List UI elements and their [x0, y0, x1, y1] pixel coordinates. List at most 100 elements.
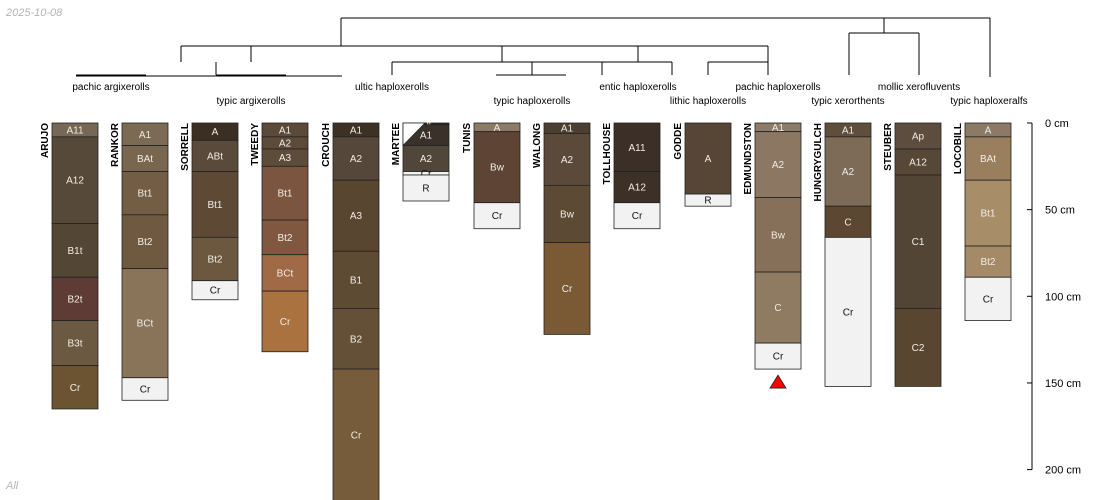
horizon-block: [51, 365, 99, 410]
horizon-label: Bt1: [277, 189, 292, 200]
horizon-block: [402, 145, 450, 172]
taxon-label: entic haploxerolls: [599, 82, 676, 93]
profile-name: MARTEE: [391, 123, 402, 166]
horizon-label: B2t: [67, 294, 82, 305]
horizon-label: Cr: [773, 352, 784, 363]
horizon-block: [191, 280, 239, 301]
horizon-label: BAt: [137, 154, 153, 165]
taxon-label: pachic argixerolls: [72, 82, 149, 93]
horizon-label: Bw: [490, 163, 505, 174]
horizon-label: A: [985, 125, 992, 136]
horizon-block: [754, 271, 802, 344]
horizon-block: [402, 174, 450, 202]
profile-name: WALONG: [532, 123, 543, 168]
profile-name: TUNIS: [462, 123, 473, 153]
horizon-label: A2: [561, 155, 574, 166]
horizon-label: A1: [842, 125, 855, 136]
profile-name: TWEEDY: [250, 123, 261, 166]
horizon-label: Bt1: [207, 200, 222, 211]
horizon-block: [51, 320, 99, 367]
horizon-block: [543, 132, 591, 186]
horizon-block: [261, 219, 309, 256]
horizon-label: Bt2: [207, 255, 222, 266]
horizon-block: [261, 165, 309, 221]
footer-tag: All: [6, 480, 19, 492]
horizon-label: Cr: [351, 430, 362, 441]
horizon-label: A12: [66, 176, 84, 187]
horizon-label: BCt: [137, 319, 154, 330]
horizon-label: B3t: [67, 339, 82, 350]
horizon-label: A1: [279, 125, 292, 136]
horizon-label: A1: [561, 124, 574, 135]
taxon-label: typic haploxerolls: [494, 96, 571, 107]
horizon-label: R: [422, 183, 429, 194]
profile-name: TOLLHOUSE: [602, 123, 613, 185]
taxon-label: ultic haploxerolls: [355, 82, 429, 93]
horizon-label: A11: [66, 125, 83, 136]
horizon-block: [543, 242, 591, 335]
taxon-label: typic xerorthents: [811, 96, 884, 107]
horizon-label: Cr: [983, 294, 994, 305]
horizon-label: A3: [279, 153, 292, 164]
horizon-label: A1: [772, 123, 785, 134]
horizon-label: Bt2: [137, 237, 152, 248]
horizon-label: Cr: [421, 169, 432, 180]
horizon-label: A: [212, 127, 219, 138]
profile-name: LOCOBILL: [953, 123, 964, 174]
taxon-label: typic argixerolls: [217, 96, 286, 107]
horizon-block: [191, 236, 239, 282]
horizon-block: [824, 136, 872, 207]
horizon-label: BAt: [980, 154, 996, 165]
horizon-label: A12: [628, 183, 646, 194]
profile-name: RANKOR: [110, 122, 121, 167]
horizon-label: A12: [909, 157, 927, 168]
horizon-block: [121, 214, 169, 269]
horizon-block: [51, 276, 99, 321]
horizon-label: Cr: [140, 385, 151, 396]
horizon-label: A2: [279, 138, 292, 149]
horizon-block: [754, 131, 802, 198]
profile-name: HUNGRYGULCH: [813, 123, 824, 202]
horizon-label: BCt: [277, 268, 294, 279]
horizon-label: C1: [912, 237, 925, 248]
oi-horizon-wedge: [402, 122, 426, 147]
horizon-block: [543, 184, 591, 243]
horizon-label: Cr: [843, 307, 854, 318]
horizon-label: A1: [139, 130, 152, 141]
taxon-label: pachic haploxerolls: [735, 82, 820, 93]
horizon-block: [613, 171, 661, 204]
horizon-label: Bw: [560, 209, 575, 220]
horizon-block: [613, 202, 661, 230]
profile-name: ARUJO: [40, 123, 51, 158]
depth-axis-tick-label: 50 cm: [1045, 205, 1075, 217]
horizon-label: A11: [628, 143, 645, 154]
horizon-label: C: [844, 217, 851, 228]
horizon-label: A2: [350, 154, 363, 165]
horizon-label: Bw: [771, 230, 786, 241]
horizon-block: [51, 223, 99, 278]
depth-axis-tick-label: 100 cm: [1045, 291, 1081, 303]
horizon-label: B1: [350, 275, 363, 286]
profile-name: EDMUNDSTON: [743, 123, 754, 194]
horizon-label: B2: [350, 334, 363, 345]
horizon-label: B1t: [67, 246, 82, 257]
profile-name: SORRELL: [180, 123, 191, 171]
profile-name: STEUBER: [883, 122, 894, 171]
horizon-label: A2: [842, 167, 855, 178]
horizon-label: Bt1: [137, 189, 152, 200]
horizon-block: [964, 179, 1012, 247]
horizon-label: ABt: [207, 151, 223, 162]
horizon-block: [894, 308, 942, 387]
horizon-label: A2: [420, 154, 433, 165]
horizon-block: [754, 342, 802, 370]
horizon-label: Ap: [912, 131, 925, 142]
horizon-label: Cr: [280, 317, 291, 328]
horizon-block: [824, 205, 872, 238]
taxon-label: mollic xerofluvents: [878, 82, 960, 93]
horizon-label: Cr: [70, 383, 81, 394]
horizon-block: [121, 268, 169, 379]
horizon-block: [332, 136, 380, 181]
horizon-label: Bt1: [980, 209, 995, 220]
